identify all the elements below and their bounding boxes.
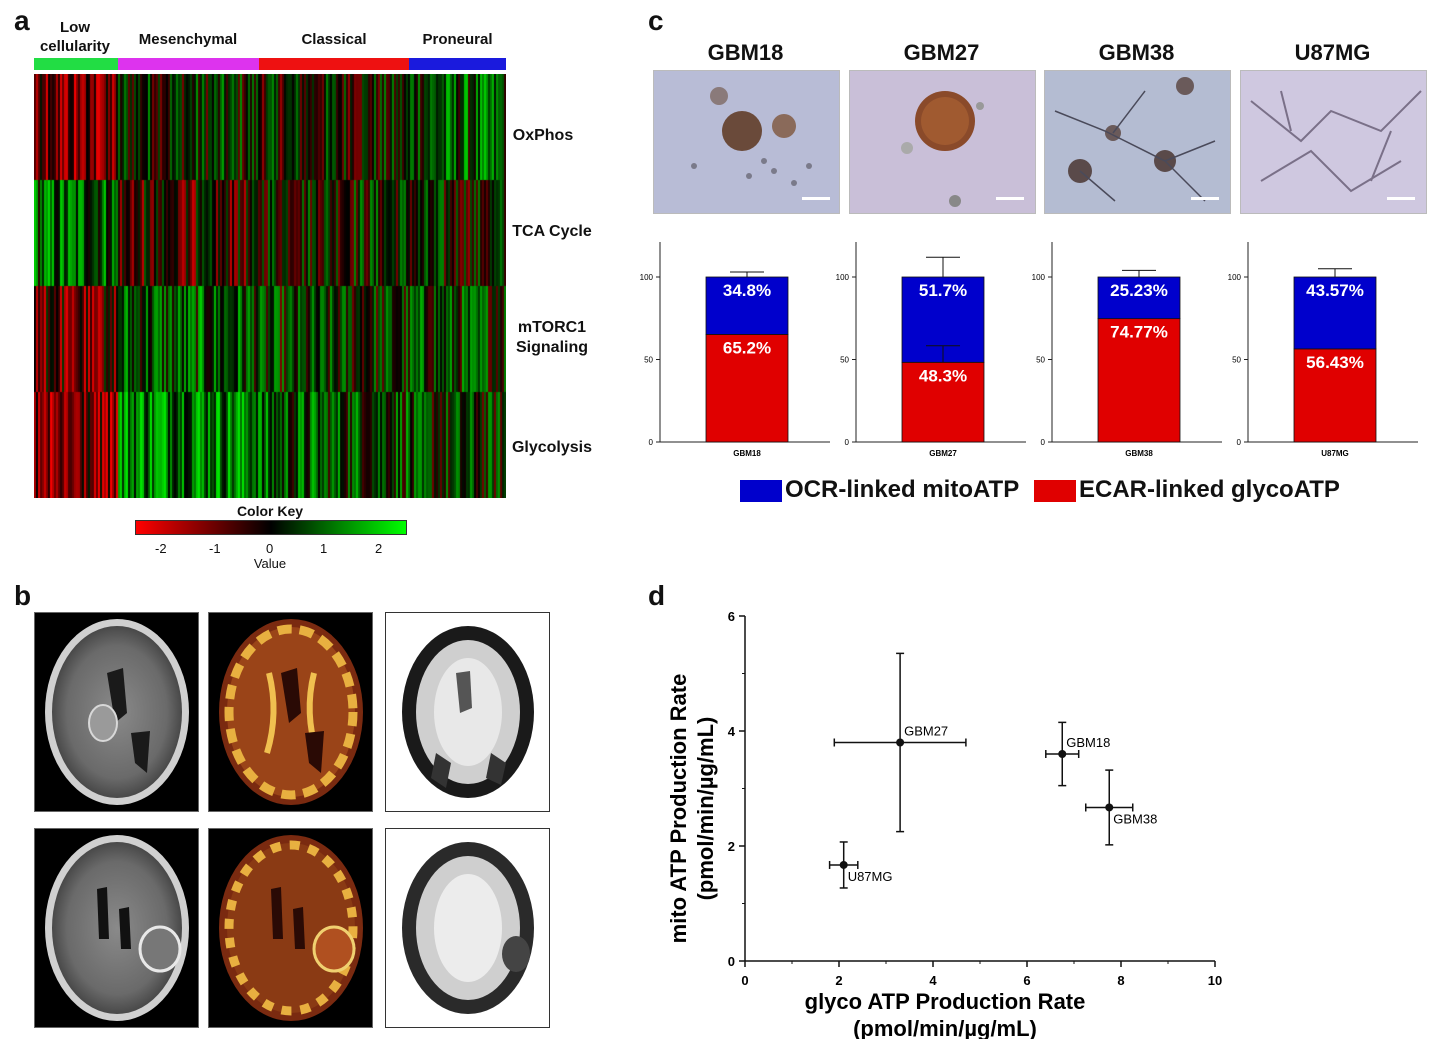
bar-mitoatp-u87mg	[1293, 276, 1377, 350]
color-key-tick: 2	[375, 541, 383, 556]
data-label-mitoatp: 25.23%	[1110, 281, 1168, 300]
cell-line-title-gbm18: GBM18	[707, 40, 784, 65]
x-axis-label: (pmol/min/µg/mL)	[853, 1016, 1037, 1039]
point-label-gbm38: GBM38	[1113, 811, 1157, 826]
y-tick-label: 50	[644, 356, 653, 365]
y-tick-label: 0	[845, 438, 850, 447]
panel-label-a: a	[14, 5, 30, 36]
y-tick-label: 0	[1237, 438, 1242, 447]
mri-scan-bottom	[34, 828, 199, 1028]
row-label-glycolysis: Glycolysis	[511, 439, 593, 456]
point-gbm27	[896, 738, 905, 747]
y-tick-label: 0	[728, 954, 735, 969]
color-key-tick: -1	[209, 541, 221, 556]
atp-stacked-bar-charts: 0 50 100 34.8% 65.2% GBM18 0 50 100 51.7% 48.3% GBM…	[640, 242, 1418, 458]
data-label-mitoatp: 34.8%	[723, 281, 771, 300]
x-tick-label: 2	[835, 973, 842, 988]
x-tick-label: 6	[1023, 973, 1030, 988]
point-label-gbm27: GBM27	[904, 724, 948, 739]
pet-scan-bottom	[385, 828, 550, 1028]
cell-line-title-u87mg: U87MG	[1294, 40, 1371, 65]
y-tick-label: 100	[1032, 273, 1046, 282]
x-axis-label: glyco ATP Production Rate	[805, 989, 1086, 1014]
x-category-label: GBM27	[929, 449, 957, 458]
point-u87mg	[839, 860, 848, 869]
row-label-mtorc1-signaling: mTORC1 Signaling	[516, 319, 588, 356]
y-tick-label: 4	[728, 724, 736, 739]
x-category-label: GBM38	[1125, 449, 1153, 458]
pet-mri-fusion-bottom	[208, 828, 373, 1028]
subtype-label-low-cellularity: Low cellularity	[39, 19, 111, 55]
bar-glycoatp-u87mg	[1293, 348, 1377, 443]
x-tick-label: 10	[1208, 973, 1222, 988]
color-key-title: Color Key	[236, 503, 304, 519]
legend-swatch-mitoatp	[740, 479, 782, 502]
legend-glycoatp: ECAR-linked glycoATP	[1034, 476, 1340, 504]
y-tick-label: 50	[840, 356, 849, 365]
pet-scan-top	[385, 612, 550, 812]
micrograph-gbm27	[849, 70, 1036, 214]
panel-label-b: b	[14, 580, 32, 611]
x-tick-label: 8	[1117, 973, 1124, 988]
y-tick-label: 50	[1232, 356, 1241, 365]
subtype-bar-low-cellularity	[34, 58, 118, 70]
x-category-label: GBM18	[733, 449, 761, 458]
y-tick-label: 0	[649, 438, 654, 447]
row-label-oxphos: OxPhos	[512, 127, 574, 144]
legend-label-glycoatp: ECAR-linked glycoATP	[1079, 476, 1340, 503]
panel-label-d: d	[648, 580, 666, 611]
bar-mitoatp-gbm18	[705, 276, 789, 335]
point-gbm38	[1105, 803, 1114, 812]
y-tick-label: 100	[836, 273, 850, 282]
data-label-glycoatp: 74.77%	[1110, 323, 1168, 342]
data-label-mitoatp: 43.57%	[1306, 281, 1364, 300]
row-label-tca-cycle: TCA Cycle	[512, 223, 592, 240]
point-label-gbm18: GBM18	[1066, 735, 1110, 750]
color-key-tick: 1	[320, 541, 328, 556]
y-tick-label: 2	[728, 839, 735, 854]
y-axis-label: mito ATP Production Rate	[666, 674, 691, 944]
x-tick-label: 4	[929, 973, 937, 988]
y-tick-label: 50	[1036, 356, 1045, 365]
color-key-gradient	[135, 520, 407, 535]
y-tick-label: 0	[1041, 438, 1046, 447]
point-label-u87mg: U87MG	[848, 869, 893, 884]
subtype-bar-mesenchymal	[118, 58, 259, 70]
color-key-xlabel: Value	[253, 556, 287, 571]
bar-glycoatp-gbm27	[901, 361, 985, 443]
mri-scan-top	[34, 612, 199, 812]
atp-production-scatter: 0 2 4 6 8 10 0 2 4 6 GBM27 GBM18 GBM38 U87MG glyco ATP…	[666, 609, 1222, 1039]
panel-label-c: c	[648, 5, 664, 36]
legend-label-mitoatp: OCR-linked mitoATP	[785, 476, 1020, 503]
y-tick-label: 100	[1228, 273, 1242, 282]
x-tick-label: 0	[741, 973, 748, 988]
data-label-glycoatp: 65.2%	[723, 338, 771, 357]
color-key-tick: 0	[266, 541, 274, 556]
bar-glycoatp-gbm18	[705, 334, 789, 443]
cell-line-title-gbm27: GBM27	[903, 40, 980, 65]
y-axis-label: (pmol/min/µg/mL)	[693, 717, 718, 901]
subtype-label-proneural: Proneural	[422, 31, 493, 48]
expression-heatmap	[34, 74, 506, 498]
y-tick-label: 100	[640, 273, 654, 282]
legend-swatch-glycoatp	[1034, 479, 1076, 502]
micrograph-u87mg	[1240, 70, 1427, 214]
subtype-label-mesenchymal: Mesenchymal	[138, 31, 238, 48]
pet-mri-fusion-top	[208, 612, 373, 812]
data-label-glycoatp: 48.3%	[919, 366, 967, 385]
x-category-label: U87MG	[1321, 449, 1349, 458]
point-gbm18	[1058, 750, 1067, 758]
micrograph-gbm18	[653, 70, 840, 214]
data-label-mitoatp: 51.7%	[919, 281, 967, 300]
subtype-bar-classical	[259, 58, 409, 70]
micrograph-gbm38	[1044, 70, 1231, 214]
subtype-label-classical: Classical	[301, 31, 367, 48]
bar-glycoatp-gbm38	[1097, 318, 1181, 443]
color-key-tick: -2	[155, 541, 167, 556]
legend-mitoatp: OCR-linked mitoATP	[740, 476, 1019, 504]
subtype-bar-proneural	[409, 58, 506, 70]
data-label-glycoatp: 56.43%	[1306, 353, 1364, 372]
y-tick-label: 6	[728, 609, 735, 624]
cell-line-title-gbm38: GBM38	[1098, 40, 1175, 65]
